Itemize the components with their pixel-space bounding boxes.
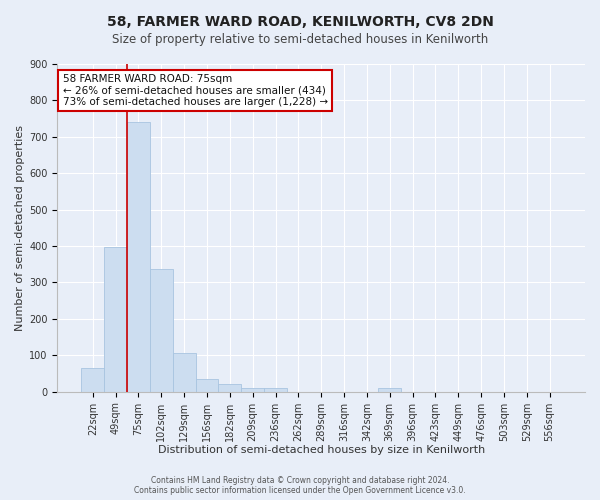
X-axis label: Distribution of semi-detached houses by size in Kenilworth: Distribution of semi-detached houses by …: [158, 445, 485, 455]
Bar: [173, 353, 196, 392]
Bar: [127, 122, 150, 392]
Bar: [82, 368, 104, 392]
Text: Size of property relative to semi-detached houses in Kenilworth: Size of property relative to semi-detach…: [112, 32, 488, 46]
Bar: [378, 388, 401, 392]
Bar: [241, 388, 264, 392]
Text: Contains HM Land Registry data © Crown copyright and database right 2024.
Contai: Contains HM Land Registry data © Crown c…: [134, 476, 466, 495]
Bar: [104, 247, 127, 392]
Bar: [196, 379, 218, 392]
Text: 58, FARMER WARD ROAD, KENILWORTH, CV8 2DN: 58, FARMER WARD ROAD, KENILWORTH, CV8 2D…: [107, 15, 493, 29]
Bar: [218, 384, 241, 392]
Y-axis label: Number of semi-detached properties: Number of semi-detached properties: [15, 125, 25, 331]
Bar: [264, 388, 287, 392]
Bar: [150, 269, 173, 392]
Text: 58 FARMER WARD ROAD: 75sqm
← 26% of semi-detached houses are smaller (434)
73% o: 58 FARMER WARD ROAD: 75sqm ← 26% of semi…: [62, 74, 328, 107]
